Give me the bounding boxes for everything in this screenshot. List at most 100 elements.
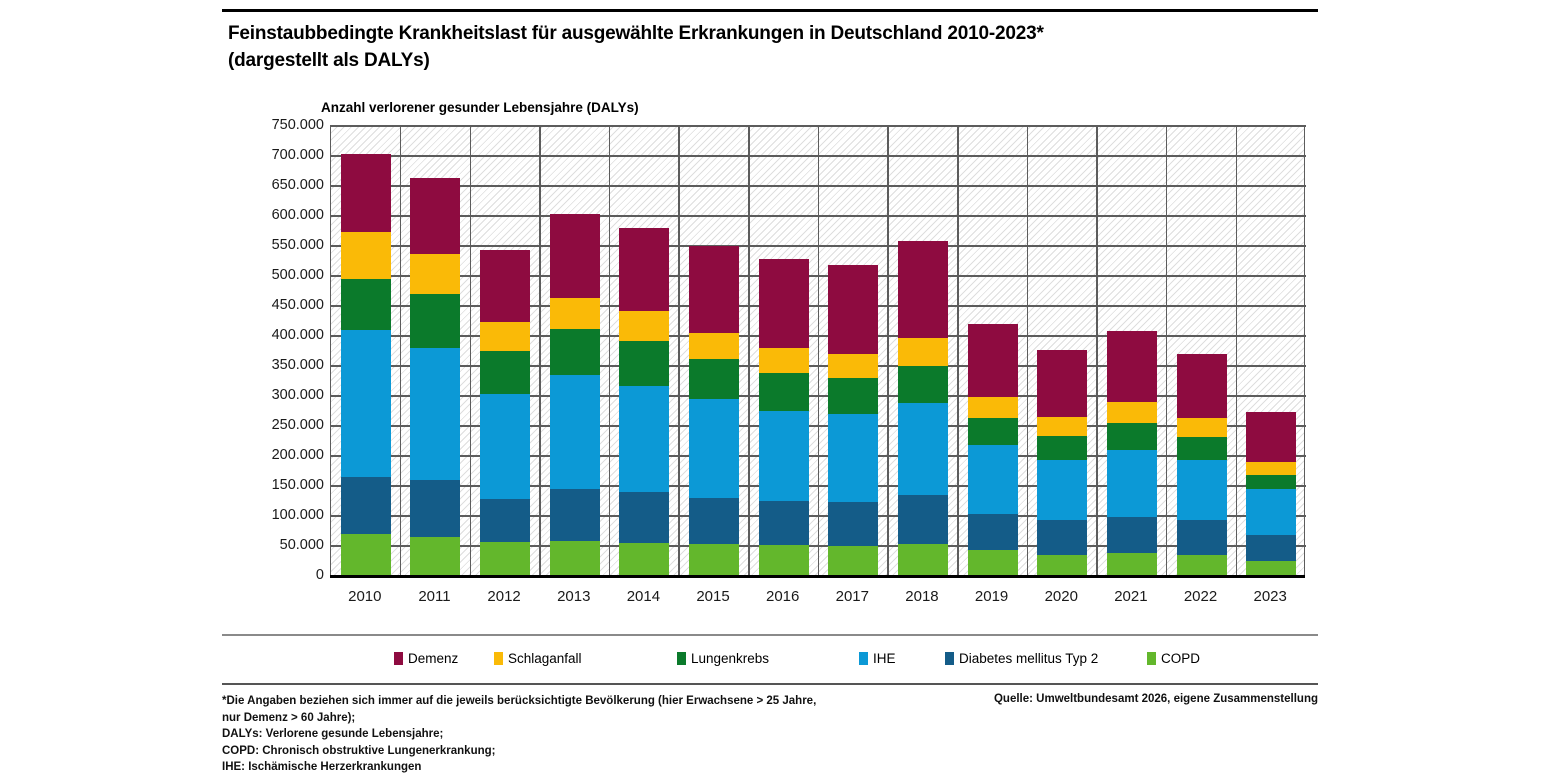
bar-segment-demenz-2016[interactable]	[758, 259, 809, 348]
bar-segment-diabetes-mellitus-typ-2-2023[interactable]	[1246, 534, 1297, 561]
bar-2012[interactable]	[480, 125, 531, 575]
bar-segment-schlaganfall-2021[interactable]	[1106, 401, 1157, 424]
bar-2015[interactable]	[689, 125, 740, 575]
legend-item-lungenkrebs[interactable]: Lungenkrebs	[677, 651, 769, 666]
bar-segment-copd-2015[interactable]	[689, 543, 740, 575]
bar-segment-demenz-2018[interactable]	[897, 241, 948, 338]
bar-2018[interactable]	[897, 125, 948, 575]
bar-segment-copd-2014[interactable]	[619, 542, 670, 575]
bar-segment-ihe-2022[interactable]	[1176, 460, 1227, 521]
bar-segment-lungenkrebs-2011[interactable]	[410, 294, 461, 349]
bar-segment-ihe-2013[interactable]	[549, 375, 600, 490]
bar-segment-ihe-2021[interactable]	[1106, 449, 1157, 517]
bar-2013[interactable]	[549, 125, 600, 575]
bar-segment-copd-2011[interactable]	[410, 537, 461, 575]
bar-segment-schlaganfall-2019[interactable]	[967, 396, 1018, 418]
bar-segment-ihe-2016[interactable]	[758, 410, 809, 502]
bar-segment-copd-2018[interactable]	[897, 543, 948, 575]
bar-segment-schlaganfall-2020[interactable]	[1037, 416, 1088, 436]
bar-segment-schlaganfall-2015[interactable]	[689, 332, 740, 359]
bar-2010[interactable]	[340, 125, 391, 575]
bar-segment-diabetes-mellitus-typ-2-2018[interactable]	[897, 495, 948, 544]
bar-segment-schlaganfall-2012[interactable]	[480, 322, 531, 352]
bar-segment-lungenkrebs-2021[interactable]	[1106, 423, 1157, 450]
bar-2020[interactable]	[1037, 125, 1088, 575]
bar-segment-schlaganfall-2013[interactable]	[549, 297, 600, 329]
bar-segment-demenz-2014[interactable]	[619, 228, 670, 311]
bar-segment-diabetes-mellitus-typ-2-2015[interactable]	[689, 498, 740, 544]
bar-segment-diabetes-mellitus-typ-2-2017[interactable]	[828, 501, 879, 546]
bar-segment-lungenkrebs-2012[interactable]	[480, 351, 531, 394]
bar-segment-demenz-2023[interactable]	[1246, 412, 1297, 462]
bar-segment-schlaganfall-2016[interactable]	[758, 347, 809, 374]
bar-segment-demenz-2021[interactable]	[1106, 331, 1157, 402]
bar-segment-diabetes-mellitus-typ-2-2022[interactable]	[1176, 520, 1227, 555]
bar-segment-ihe-2020[interactable]	[1037, 459, 1088, 521]
bar-2014[interactable]	[619, 125, 670, 575]
bar-segment-lungenkrebs-2015[interactable]	[689, 359, 740, 399]
bar-segment-schlaganfall-2017[interactable]	[828, 353, 879, 379]
bar-segment-demenz-2012[interactable]	[480, 250, 531, 323]
bar-segment-lungenkrebs-2023[interactable]	[1246, 474, 1297, 489]
bar-segment-lungenkrebs-2020[interactable]	[1037, 435, 1088, 460]
bar-segment-schlaganfall-2018[interactable]	[897, 338, 948, 366]
bar-segment-schlaganfall-2022[interactable]	[1176, 417, 1227, 437]
legend-item-schlaganfall[interactable]: Schlaganfall	[494, 651, 582, 666]
bar-segment-ihe-2018[interactable]	[897, 403, 948, 496]
bar-segment-diabetes-mellitus-typ-2-2012[interactable]	[480, 498, 531, 542]
bar-segment-ihe-2012[interactable]	[480, 393, 531, 499]
bar-segment-ihe-2014[interactable]	[619, 386, 670, 493]
bar-segment-copd-2023[interactable]	[1246, 560, 1297, 575]
bar-segment-schlaganfall-2010[interactable]	[340, 231, 391, 279]
bar-segment-lungenkrebs-2014[interactable]	[619, 341, 670, 386]
bar-segment-ihe-2019[interactable]	[967, 444, 1018, 515]
bar-segment-diabetes-mellitus-typ-2-2020[interactable]	[1037, 520, 1088, 555]
bar-2016[interactable]	[758, 125, 809, 575]
legend-item-ihe[interactable]: IHE	[859, 651, 896, 666]
bar-2023[interactable]	[1246, 125, 1297, 575]
bar-segment-diabetes-mellitus-typ-2-2014[interactable]	[619, 492, 670, 543]
bar-segment-copd-2012[interactable]	[480, 542, 531, 575]
legend-item-copd[interactable]: COPD	[1147, 651, 1200, 666]
bar-segment-copd-2016[interactable]	[758, 545, 809, 575]
bar-segment-schlaganfall-2014[interactable]	[619, 311, 670, 341]
bar-segment-copd-2013[interactable]	[549, 540, 600, 575]
bar-segment-lungenkrebs-2013[interactable]	[549, 329, 600, 376]
bar-segment-diabetes-mellitus-typ-2-2013[interactable]	[549, 489, 600, 541]
bar-segment-demenz-2019[interactable]	[967, 323, 1018, 397]
bar-segment-copd-2017[interactable]	[828, 545, 879, 575]
bar-segment-ihe-2017[interactable]	[828, 414, 879, 502]
bar-segment-copd-2022[interactable]	[1176, 554, 1227, 575]
bar-segment-demenz-2010[interactable]	[340, 153, 391, 232]
bar-segment-schlaganfall-2011[interactable]	[410, 254, 461, 295]
bar-segment-demenz-2015[interactable]	[689, 245, 740, 333]
bar-segment-copd-2021[interactable]	[1106, 552, 1157, 575]
bar-segment-demenz-2013[interactable]	[549, 213, 600, 298]
bar-segment-lungenkrebs-2010[interactable]	[340, 278, 391, 330]
bar-segment-copd-2010[interactable]	[340, 534, 391, 575]
bar-segment-copd-2019[interactable]	[967, 550, 1018, 575]
bar-segment-demenz-2022[interactable]	[1176, 353, 1227, 418]
bar-segment-lungenkrebs-2022[interactable]	[1176, 437, 1227, 461]
bar-2022[interactable]	[1176, 125, 1227, 575]
bar-segment-ihe-2015[interactable]	[689, 398, 740, 499]
bar-segment-diabetes-mellitus-typ-2-2011[interactable]	[410, 480, 461, 538]
bar-2017[interactable]	[828, 125, 879, 575]
bar-segment-demenz-2017[interactable]	[828, 265, 879, 354]
bar-segment-schlaganfall-2023[interactable]	[1246, 461, 1297, 475]
legend-item-diabetes-mellitus-typ-2[interactable]: Diabetes mellitus Typ 2	[945, 651, 1098, 666]
bar-2011[interactable]	[410, 125, 461, 575]
bar-segment-lungenkrebs-2018[interactable]	[897, 365, 948, 404]
bar-segment-ihe-2011[interactable]	[410, 348, 461, 481]
bar-segment-copd-2020[interactable]	[1037, 554, 1088, 575]
bar-segment-ihe-2023[interactable]	[1246, 488, 1297, 535]
bar-segment-diabetes-mellitus-typ-2-2010[interactable]	[340, 476, 391, 535]
bar-segment-lungenkrebs-2017[interactable]	[828, 378, 879, 415]
legend-item-demenz[interactable]: Demenz	[394, 651, 458, 666]
bar-2019[interactable]	[967, 125, 1018, 575]
bar-segment-lungenkrebs-2019[interactable]	[967, 417, 1018, 445]
bar-segment-demenz-2011[interactable]	[410, 178, 461, 254]
bar-segment-lungenkrebs-2016[interactable]	[758, 373, 809, 411]
bar-segment-diabetes-mellitus-typ-2-2016[interactable]	[758, 501, 809, 545]
bar-2021[interactable]	[1106, 125, 1157, 575]
